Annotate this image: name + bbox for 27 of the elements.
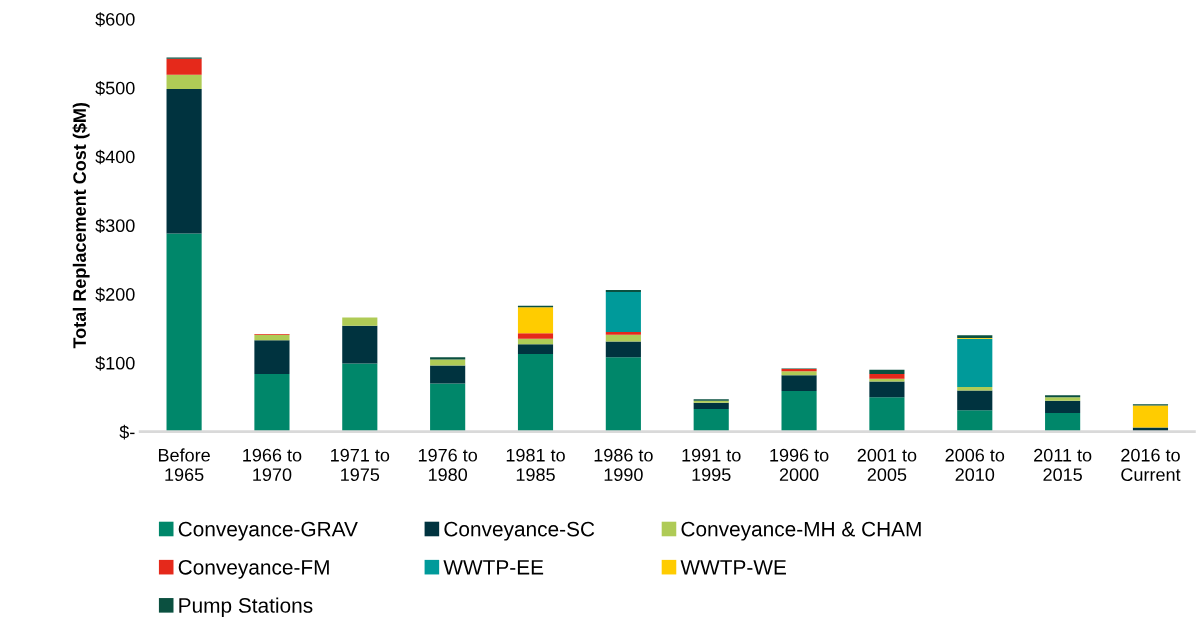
legend-label: Conveyance-FM — [178, 559, 329, 579]
x-tick-label: 2006 to 2010 — [945, 448, 1005, 482]
x-tick-label: 1996 to 2000 — [770, 448, 829, 482]
y-tick-label: $100 — [95, 356, 135, 371]
x-tick-label: 1981 to 1985 — [506, 448, 565, 482]
y-axis-title: Total Replacement Cost ($M) — [72, 102, 90, 349]
y-tick-label: $500 — [95, 80, 135, 96]
x-tick-label: 2011 to 2015 — [1034, 448, 1092, 482]
x-tick-label: 1986 to 1990 — [594, 448, 653, 482]
legend-label: Conveyance-GRAV — [178, 521, 358, 541]
x-tick-label: 1966 to 1970 — [243, 448, 302, 482]
x-tick-label: 1991 to 1995 — [682, 448, 741, 482]
legend-label: Pump Stations — [179, 597, 313, 617]
x-tick-label: 1976 to 1980 — [418, 448, 478, 482]
x-tick-label: 2016 to Current — [1121, 448, 1181, 482]
x-tick-label: 1971 to 1975 — [331, 448, 390, 482]
legend-label: WWTP-WE — [680, 560, 786, 575]
legend-label: Conveyance-MH & CHAM — [681, 521, 921, 541]
x-tick-label: Before 1965 — [158, 448, 210, 482]
y-tick-label: $600 — [95, 12, 135, 27]
x-tick-label: 2001 to 2005 — [857, 448, 917, 482]
legend-label: Conveyance-SC — [444, 521, 595, 541]
y-tick-label: $400 — [95, 149, 135, 165]
y-tick-label: $- — [119, 424, 135, 440]
y-tick-label: $200 — [95, 287, 135, 302]
y-tick-label: $300 — [95, 218, 135, 234]
legend-label: WWTP-EE — [443, 560, 544, 575]
